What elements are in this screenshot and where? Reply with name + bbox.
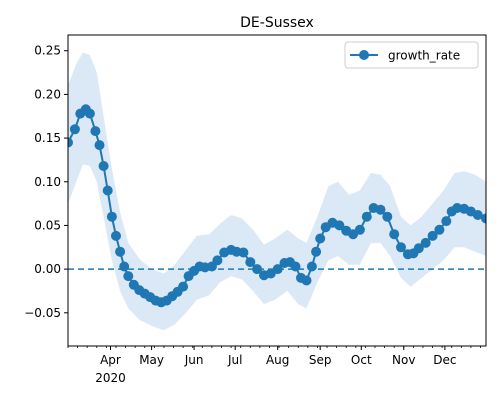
series-marker-layer	[68, 104, 486, 308]
x-tick-label: Oct	[351, 353, 372, 367]
growth-rate-point	[389, 229, 400, 240]
growth-rate-point	[245, 257, 256, 268]
growth-rate-point	[334, 220, 345, 231]
growth-rate-point	[315, 233, 326, 244]
growth-rate-point	[375, 204, 386, 215]
growth-rate-point	[90, 126, 101, 137]
growth-rate-point	[106, 211, 117, 222]
y-tick-label: 0.25	[34, 44, 61, 58]
growth-rate-point	[354, 224, 365, 235]
y-tick-label: −0.05	[24, 306, 61, 320]
legend-marker-swatch	[359, 50, 369, 60]
growth-rate-point	[115, 246, 126, 257]
x-tick-label: Sep	[309, 353, 332, 367]
legend: growth_rate	[344, 41, 479, 69]
confidence-band	[68, 52, 486, 331]
growth-rate-point	[69, 124, 80, 135]
growth-rate-point	[301, 275, 312, 286]
growth-rate-point	[272, 264, 283, 275]
growth-rate-point	[427, 230, 438, 241]
x-tick-label: Apr	[100, 353, 121, 367]
x-tick-label: Aug	[266, 353, 289, 367]
x-tick-label: May	[139, 353, 164, 367]
growth-rate-point	[94, 140, 105, 151]
y-tick-label: 0.05	[34, 218, 61, 232]
confidence-band-layer	[68, 52, 486, 331]
chart-title: DE-Sussex	[240, 15, 314, 31]
growth-rate-point	[413, 243, 424, 254]
legend-label-growth-rate: growth_rate	[388, 49, 460, 63]
growth-rate-point	[119, 261, 130, 272]
growth-rate-point	[178, 281, 189, 292]
x-tick-label: Nov	[392, 353, 415, 367]
x-tick-sublabel: 2020	[95, 371, 126, 385]
growth-rate-point	[252, 264, 263, 275]
growth-rate-point	[306, 261, 317, 272]
y-tick-label: 0.20	[34, 87, 61, 101]
growth-rate-point	[382, 211, 393, 222]
axes-layer: −0.05 0.00 0.05 0.10 0.15 0.20 0.25 Apr 2020 May J…	[24, 34, 487, 385]
y-tick-label: 0.10	[34, 175, 61, 189]
x-tick-label: Jun	[184, 353, 204, 367]
y-tick-label: 0.00	[34, 262, 61, 276]
growth-rate-point	[472, 210, 483, 220]
growth-rate-point	[111, 230, 121, 241]
growth-rate-point	[361, 211, 372, 222]
growth-rate-point	[102, 185, 113, 196]
plot-frame	[67, 34, 487, 347]
x-tick-label: Dec	[433, 353, 456, 367]
growth-rate-point	[434, 224, 445, 235]
legend-frame	[344, 41, 479, 69]
growth-rate-point	[420, 237, 431, 248]
growth-rate-point	[123, 271, 134, 282]
growth-rate-point	[290, 261, 301, 272]
growth-rate-point	[311, 246, 322, 257]
growth-rate-point	[68, 137, 73, 148]
x-tick-label: Jul	[227, 353, 242, 367]
growth-rate-point	[212, 255, 223, 266]
growth-rate-point	[238, 247, 249, 258]
growth-rate-point	[396, 242, 406, 253]
growth-rate-point	[481, 213, 486, 224]
y-tick-label: 0.15	[34, 131, 61, 145]
growth-rate-point	[441, 216, 452, 227]
growth-rate-point	[84, 108, 95, 119]
growth-rate-point	[98, 161, 109, 171]
